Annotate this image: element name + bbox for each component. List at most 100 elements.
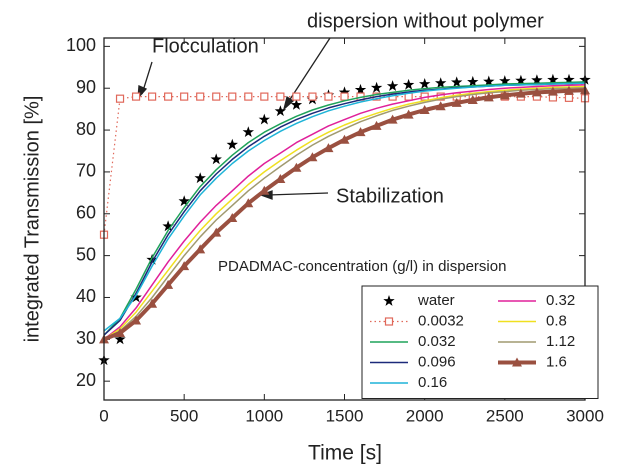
marker	[512, 357, 522, 367]
series-line	[103, 85, 586, 340]
marker	[531, 74, 543, 86]
marker	[194, 172, 206, 184]
x-tick-label: 500	[170, 406, 198, 425]
marker	[210, 153, 222, 165]
marker	[291, 162, 302, 172]
marker	[547, 86, 558, 96]
marker	[403, 109, 414, 119]
marker	[483, 75, 495, 87]
x-tick-label: 1500	[326, 406, 364, 425]
marker	[339, 134, 350, 144]
x-tick-label: 1000	[245, 406, 283, 425]
marker	[308, 92, 317, 101]
marker	[196, 92, 205, 101]
x-tick-label: 0	[99, 406, 108, 425]
marker	[383, 295, 395, 306]
series-line	[103, 82, 586, 332]
y-tick-label: 30	[76, 328, 96, 348]
marker	[195, 244, 206, 254]
marker	[338, 86, 351, 98]
marker	[515, 74, 527, 86]
arrows	[137, 37, 331, 200]
marker	[243, 198, 254, 208]
marker	[451, 97, 462, 107]
marker	[563, 73, 575, 85]
marker	[371, 120, 382, 130]
marker	[531, 87, 542, 97]
arrow	[267, 192, 329, 196]
marker	[386, 80, 399, 91]
marker	[211, 227, 222, 237]
marker	[115, 328, 126, 338]
legend: water 0.0032 0.032 0.096 0.16 0.32 0.8 1.12 1.6	[361, 285, 599, 399]
marker	[227, 212, 238, 222]
marker	[354, 83, 367, 95]
marker	[323, 143, 334, 153]
plot-frame	[103, 37, 586, 401]
marker	[292, 92, 301, 101]
arrowhead	[282, 95, 295, 111]
legend-label: 0.16	[418, 374, 447, 391]
marker	[499, 75, 511, 86]
legend-label: 0.8	[546, 312, 567, 329]
marker	[179, 261, 190, 271]
marker	[276, 92, 285, 101]
marker	[178, 195, 190, 207]
marker	[131, 315, 142, 325]
marker	[467, 75, 479, 87]
marker	[419, 104, 430, 114]
annotation: dispersion without polymer	[307, 10, 544, 32]
y-tick-label: 80	[76, 119, 96, 139]
marker	[114, 333, 126, 345]
legend-title: PDADMAC-concentration (g/l) in dispersio…	[218, 258, 506, 275]
legend-label: 0.096	[418, 353, 456, 370]
x-axis-label: Time [s]	[308, 442, 382, 465]
marker	[164, 92, 173, 101]
y-tick-label: 20	[76, 370, 96, 390]
y-axis-label: integrated Transmission [%]	[21, 96, 43, 343]
marker	[324, 92, 333, 101]
marker	[130, 291, 142, 303]
marker	[451, 76, 463, 88]
marker	[259, 185, 270, 195]
x-tick-label: 2500	[486, 406, 524, 425]
marker	[274, 105, 287, 117]
marker	[147, 298, 158, 308]
marker	[402, 78, 415, 90]
legend-label: water	[417, 292, 455, 309]
annotation: Stabilization	[336, 185, 444, 207]
marker	[435, 101, 446, 111]
y-tick-label: 50	[76, 244, 96, 264]
series-line	[103, 81, 586, 336]
marker	[307, 152, 318, 162]
legend-label: 1.6	[546, 353, 567, 370]
legend-label: 0.32	[546, 292, 575, 309]
marker	[148, 92, 157, 101]
marker	[499, 90, 510, 100]
annotation: Flocculation	[152, 35, 259, 57]
marker	[258, 113, 270, 125]
legend-label: 0.0032	[418, 312, 464, 329]
x-tick-label: 2000	[406, 406, 444, 425]
series-line	[103, 84, 586, 340]
marker	[435, 77, 447, 89]
marker	[467, 94, 478, 104]
marker	[226, 138, 238, 150]
marker	[387, 114, 398, 124]
legend-label: 1.12	[546, 333, 575, 350]
marker	[547, 73, 559, 85]
marker	[115, 94, 125, 103]
y-tick-label: 40	[76, 286, 96, 306]
marker	[275, 174, 286, 184]
marker	[355, 127, 366, 137]
marker	[228, 92, 237, 101]
marker	[180, 92, 189, 101]
y-tick-label: 70	[76, 161, 96, 181]
y-tick-label: 100	[66, 35, 96, 55]
legend-label: 0.032	[418, 333, 456, 350]
y-tick-label: 90	[76, 77, 96, 97]
marker	[163, 279, 174, 289]
series-line	[103, 96, 586, 235]
marker	[340, 92, 349, 101]
